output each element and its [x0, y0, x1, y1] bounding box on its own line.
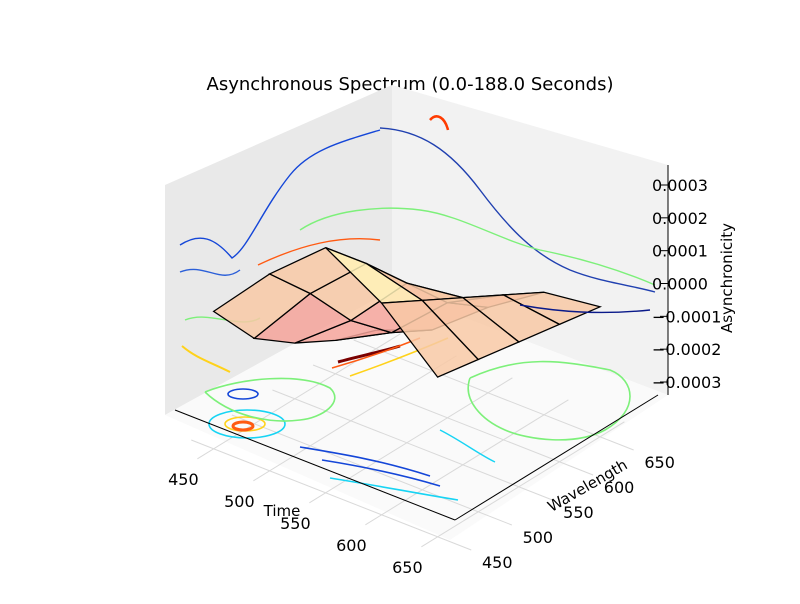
z-tick-label: 0.0002 — [652, 209, 708, 228]
grid-line-x — [309, 377, 513, 504]
wall-contour-blue-2 — [179, 268, 241, 276]
surface-patch — [380, 299, 480, 378]
y-tick-label: 550 — [563, 503, 594, 522]
y-tick-label: 600 — [604, 478, 635, 497]
x-axis-line — [174, 409, 456, 521]
wall-contour-yellow — [181, 345, 231, 373]
z-tick-label: −0.0002 — [652, 340, 721, 359]
contour-cyan-floor-streak — [329, 477, 459, 501]
grid-line-x — [365, 399, 569, 526]
grid-line-x — [253, 355, 457, 482]
surface-contour-red-peak — [429, 115, 450, 131]
grid-line-x — [421, 421, 625, 548]
z-tick-label: 0.0001 — [652, 242, 708, 261]
contour-blue-floor-streak-2 — [299, 446, 431, 477]
grid-line-y — [272, 389, 553, 501]
grid-line-y — [231, 414, 513, 526]
contour-orange-ring — [231, 420, 255, 432]
contour-green-floor-left — [204, 377, 336, 422]
z-axis-label: Asynchronicity — [718, 223, 736, 333]
grid-lines — [191, 333, 634, 551]
grid-line-y — [353, 339, 634, 451]
surface-contour-cyan — [439, 429, 496, 463]
contour-blue-ring — [227, 388, 259, 400]
axes-spines — [174, 165, 669, 521]
surface-contour-orange — [257, 238, 381, 266]
y-tick-label: 450 — [482, 553, 513, 572]
contour-orange-floor-streak — [331, 337, 421, 369]
surface-contour-navy — [519, 304, 651, 314]
z-tick-label: −0.0001 — [652, 307, 721, 326]
z-tick-label: −0.0003 — [652, 373, 721, 392]
surface-contour-green-ridge — [299, 207, 656, 286]
z-tick-label: 0.0000 — [652, 275, 708, 294]
wall-contour-blue — [179, 129, 381, 259]
wall-contours — [179, 129, 381, 373]
axis-ticks: 450 500 550 600 650 450 500 550 600 650 0.0003 0.00… — [168, 176, 721, 577]
x-tick-label: 550 — [280, 514, 311, 533]
x-tick-label: 500 — [224, 492, 255, 511]
contour-green-floor-right — [467, 360, 631, 441]
y-tick-label: 500 — [523, 528, 554, 547]
surface-contours — [257, 115, 656, 463]
contour-blue-floor-streak — [321, 459, 441, 487]
x-tick-label: 450 — [168, 470, 199, 489]
x-tick-label: 600 — [336, 536, 367, 555]
grid-line-y — [312, 364, 594, 476]
floor-pane — [165, 290, 668, 540]
right-back-pane — [392, 85, 668, 395]
x-tick-label: 650 — [392, 558, 423, 577]
y-tick-label: 650 — [644, 453, 675, 472]
chart-title: Asynchronous Spectrum (0.0-188.0 Seconds… — [207, 74, 614, 95]
y-axis-line — [454, 394, 659, 521]
left-back-pane — [165, 85, 392, 415]
grid-line-y — [191, 439, 472, 551]
z-tick-label: 0.0003 — [652, 176, 708, 195]
x-axis-label: Time — [263, 502, 301, 520]
surface-contour-blue-ridge — [379, 127, 656, 293]
surface-patches — [212, 246, 603, 378]
